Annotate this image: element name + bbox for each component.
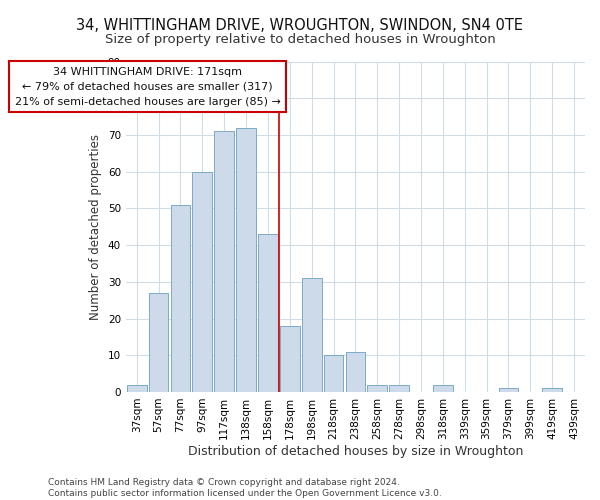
Bar: [389, 384, 409, 392]
Bar: [499, 388, 518, 392]
Bar: [170, 204, 190, 392]
Bar: [367, 384, 387, 392]
Bar: [236, 128, 256, 392]
Bar: [542, 388, 562, 392]
Bar: [280, 326, 299, 392]
Bar: [149, 293, 169, 392]
X-axis label: Distribution of detached houses by size in Wroughton: Distribution of detached houses by size …: [188, 444, 523, 458]
Bar: [346, 352, 365, 392]
Bar: [433, 384, 453, 392]
Bar: [323, 355, 343, 392]
Bar: [127, 384, 146, 392]
Bar: [193, 172, 212, 392]
Text: Contains HM Land Registry data © Crown copyright and database right 2024.
Contai: Contains HM Land Registry data © Crown c…: [48, 478, 442, 498]
Bar: [214, 132, 234, 392]
Text: Size of property relative to detached houses in Wroughton: Size of property relative to detached ho…: [104, 32, 496, 46]
Bar: [258, 234, 278, 392]
Text: 34 WHITTINGHAM DRIVE: 171sqm
← 79% of detached houses are smaller (317)
21% of s: 34 WHITTINGHAM DRIVE: 171sqm ← 79% of de…: [15, 67, 281, 106]
Bar: [302, 278, 322, 392]
Text: 34, WHITTINGHAM DRIVE, WROUGHTON, SWINDON, SN4 0TE: 34, WHITTINGHAM DRIVE, WROUGHTON, SWINDO…: [77, 18, 523, 32]
Y-axis label: Number of detached properties: Number of detached properties: [89, 134, 102, 320]
